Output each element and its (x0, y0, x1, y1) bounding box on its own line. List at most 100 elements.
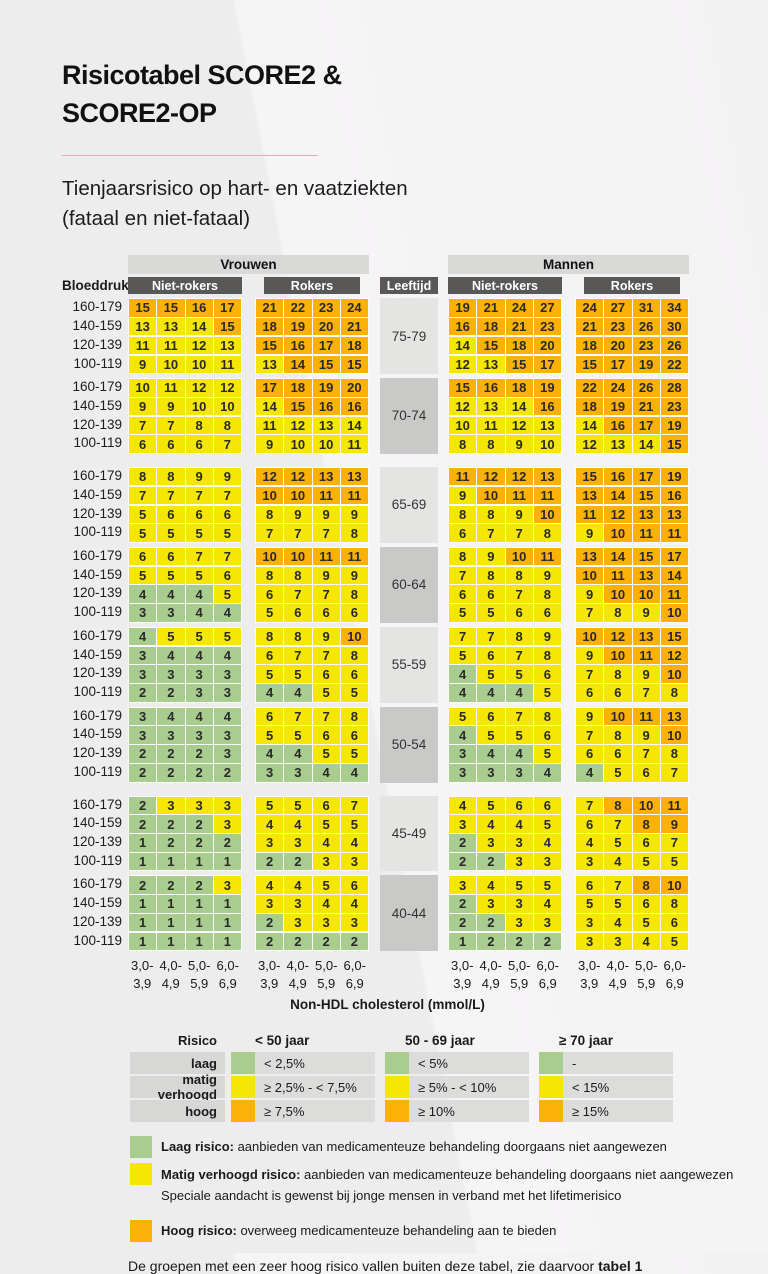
risk-cell: 12 (185, 336, 213, 355)
risk-cell: 9 (632, 604, 660, 622)
risk-cell: 8 (505, 566, 533, 585)
risk-cell: 19 (632, 355, 660, 374)
risk-cell: 16 (477, 379, 505, 397)
risk-cell: 3 (213, 726, 241, 744)
risk-cell: 2 (129, 684, 157, 702)
risk-cell: 3 (312, 913, 340, 932)
risk-cell: 5 (129, 524, 157, 542)
risk-cell: 6 (129, 435, 157, 453)
bp-row-label: 160-179 (72, 796, 122, 812)
risk-cell: 11 (340, 486, 368, 505)
bp-row-label: 100-119 (73, 852, 122, 868)
column-leeftijd: Leeftijd (380, 277, 438, 295)
risk-cell: 23 (660, 397, 688, 416)
bp-row-label: 100-119 (73, 604, 122, 620)
risk-cell: 4 (213, 707, 241, 726)
bp-row-label: 140-159 (72, 726, 122, 742)
risk-cell: 3 (477, 834, 505, 852)
risk-cell: 14 (632, 435, 660, 453)
risk-cell: 5 (157, 566, 185, 585)
risk-cell: 1 (129, 895, 157, 913)
risk-cell: 3 (576, 913, 604, 932)
risk-cell: 2 (449, 913, 477, 932)
risk-legend-table: Risico < 50 jaar 50 - 69 jaar ≥ 70 jaar … (130, 1028, 768, 1123)
risk-cell: 2 (185, 764, 213, 782)
risk-cell: 30 (660, 317, 688, 336)
risk-cell: 16 (604, 467, 632, 486)
risk-cell: 9 (340, 505, 368, 524)
risk-cell: 7 (157, 486, 185, 505)
risk-cell: 2 (340, 932, 368, 951)
risk-panel-mannen-niet-rokers: 19 21 24 27 16 18 21 23 14 15 18 20 12 13 15 17 (448, 298, 562, 375)
risk-cell: 11 (533, 547, 561, 566)
risk-cell: 13 (632, 566, 660, 585)
risk-cell: 7 (576, 665, 604, 683)
bp-row-label: 140-159 (72, 317, 122, 333)
risk-cell: 9 (256, 435, 284, 453)
risk-cell: 18 (505, 336, 533, 355)
risk-cell: 5 (604, 895, 632, 913)
chol-label-top: 5,0- (635, 958, 658, 974)
chol-label-top: 4,0- (286, 958, 309, 974)
risk-cell: 3 (604, 932, 632, 951)
legend-value: ≥ 10% (409, 1100, 529, 1123)
risk-cell: 10 (449, 416, 477, 435)
risk-cell: 10 (660, 876, 688, 894)
risk-cell: 10 (505, 547, 533, 566)
risk-cell: 15 (312, 355, 340, 374)
risk-cell: 3 (157, 604, 185, 622)
risk-cell: 10 (129, 379, 157, 397)
risk-cell: 3 (129, 604, 157, 622)
legend-header-risico: Risico (177, 1033, 217, 1049)
risk-cell: 1 (449, 932, 477, 951)
risk-cell: 7 (632, 745, 660, 763)
chol-label-bottom: 5,9 (510, 976, 529, 992)
risk-cell: 6 (157, 435, 185, 453)
risk-cell: 5 (533, 745, 561, 763)
risk-cell: 8 (632, 876, 660, 894)
risk-cell: 1 (213, 913, 241, 932)
risk-cell: 6 (576, 815, 604, 833)
risk-cell: 13 (604, 435, 632, 453)
bp-row-label: 140-159 (72, 815, 122, 831)
risk-cell: 5 (449, 604, 477, 622)
risk-cell: 3 (256, 764, 284, 782)
bp-row-label: 140-159 (72, 895, 122, 911)
risk-cell: 12 (185, 379, 213, 397)
risk-cell: 5 (213, 627, 241, 646)
column-group-vrouwen: Vrouwen (128, 255, 369, 275)
bp-row-label: 160-179 (72, 299, 122, 315)
cholesterol-axis-labels: 3,0- 4,0- 5,0- 6,0- 3,9 4,9 5,9 6,9 3,0- 4,0- 5,0-… (62, 958, 768, 991)
risk-panel-mannen-rokers: 22 24 26 28 18 19 21 23 14 16 17 19 12 13 14 15 (575, 378, 689, 454)
risk-cell: 13 (660, 505, 688, 524)
risk-cell: 14 (284, 355, 312, 374)
legend-label-laag: laag (130, 1052, 225, 1075)
risk-cell: 3 (185, 726, 213, 744)
legend-value: ≥ 5% - < 10% (409, 1076, 529, 1099)
risk-cell: 9 (576, 524, 604, 542)
risk-cell: 6 (604, 745, 632, 763)
age-group-label: 40-44 (380, 875, 438, 952)
age-group-label: 65-69 (380, 466, 438, 543)
legend-value: ≥ 15% (563, 1100, 673, 1123)
risk-cell: 7 (157, 416, 185, 435)
risk-cell: 7 (449, 627, 477, 646)
risk-cell: 11 (312, 547, 340, 566)
bp-row-label: 140-159 (72, 646, 122, 662)
risk-cell: 6 (340, 665, 368, 683)
risk-cell: 13 (256, 355, 284, 374)
risk-cell: 7 (185, 486, 213, 505)
risk-cell: 12 (213, 379, 241, 397)
risk-cell: 13 (660, 707, 688, 726)
risk-cell: 3 (477, 764, 505, 782)
risk-cell: 2 (185, 745, 213, 763)
risk-cell: 5 (449, 707, 477, 726)
risk-cell: 19 (660, 467, 688, 486)
risk-cell: 15 (576, 467, 604, 486)
risk-cell: 16 (312, 397, 340, 416)
risk-cell: 8 (256, 505, 284, 524)
risk-cell: 12 (477, 467, 505, 486)
risk-cell: 24 (604, 379, 632, 397)
risk-cell: 4 (340, 834, 368, 852)
risk-cell: 9 (632, 665, 660, 683)
